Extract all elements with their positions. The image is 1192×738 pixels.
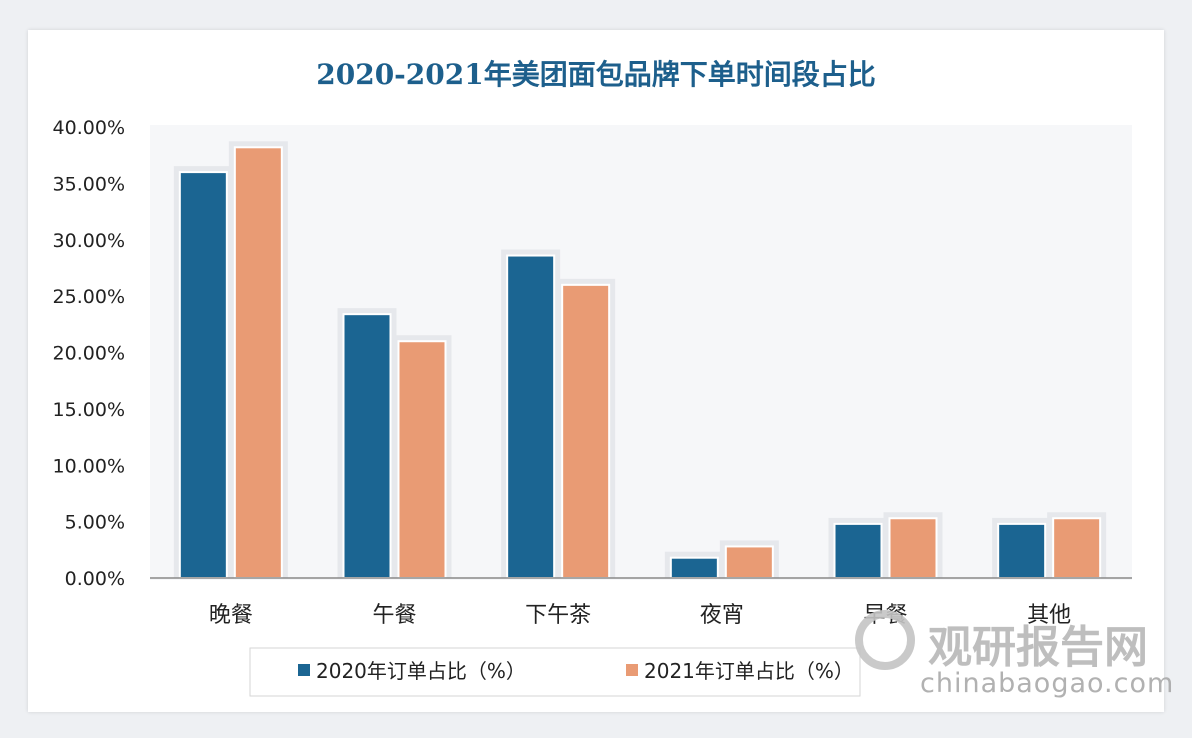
bar-2021-2 bbox=[561, 283, 611, 579]
legend bbox=[249, 647, 861, 697]
bar-2020-1 bbox=[342, 313, 392, 579]
watermark-name: 观研报告网 bbox=[928, 622, 1148, 673]
bar-2020-0 bbox=[178, 171, 228, 579]
watermark-logo-icon bbox=[855, 610, 915, 670]
bar-2021-1 bbox=[397, 340, 447, 579]
y-tick-label: 10.00% bbox=[53, 455, 125, 477]
y-tick-label: 5.00% bbox=[65, 512, 125, 534]
bar-2020-2 bbox=[506, 254, 556, 579]
bar-2021-0 bbox=[233, 146, 283, 579]
y-tick-label: 0.00% bbox=[65, 568, 125, 590]
y-tick-label: 40.00% bbox=[53, 117, 125, 139]
y-tick-label: 20.00% bbox=[53, 343, 125, 365]
x-category-label: 晚餐 bbox=[209, 603, 253, 628]
plot-area bbox=[150, 125, 1132, 580]
bar-2021-4 bbox=[888, 517, 938, 579]
y-tick-label: 15.00% bbox=[53, 399, 125, 421]
x-category-label: 午餐 bbox=[372, 603, 416, 628]
y-tick-label: 30.00% bbox=[53, 230, 125, 252]
bar-2020-5 bbox=[997, 522, 1047, 580]
x-category-label: 夜宵 bbox=[700, 603, 744, 628]
x-category-label: 下午茶 bbox=[525, 603, 591, 628]
legend-label-2021: 2021年订单占比（%） bbox=[644, 659, 854, 683]
legend-swatch-2021 bbox=[626, 664, 638, 676]
legend-swatch-2020 bbox=[298, 664, 310, 676]
watermark: 观研报告网 chinabaogao.com bbox=[855, 610, 1174, 699]
y-tick-label: 35.00% bbox=[53, 173, 125, 195]
bar-2021-3 bbox=[724, 545, 774, 579]
watermark-url: chinabaogao.com bbox=[920, 668, 1174, 699]
x-category-label: 其他 bbox=[1027, 603, 1071, 628]
legend-label-2020: 2020年订单占比（%） bbox=[316, 659, 526, 683]
bar-2021-5 bbox=[1052, 517, 1102, 579]
bar-2020-3 bbox=[669, 556, 719, 580]
bar-2020-4 bbox=[833, 522, 883, 580]
y-tick-label: 25.00% bbox=[53, 286, 125, 308]
chart-title: 2020-2021年美团面包品牌下单时间段占比 bbox=[316, 58, 875, 91]
